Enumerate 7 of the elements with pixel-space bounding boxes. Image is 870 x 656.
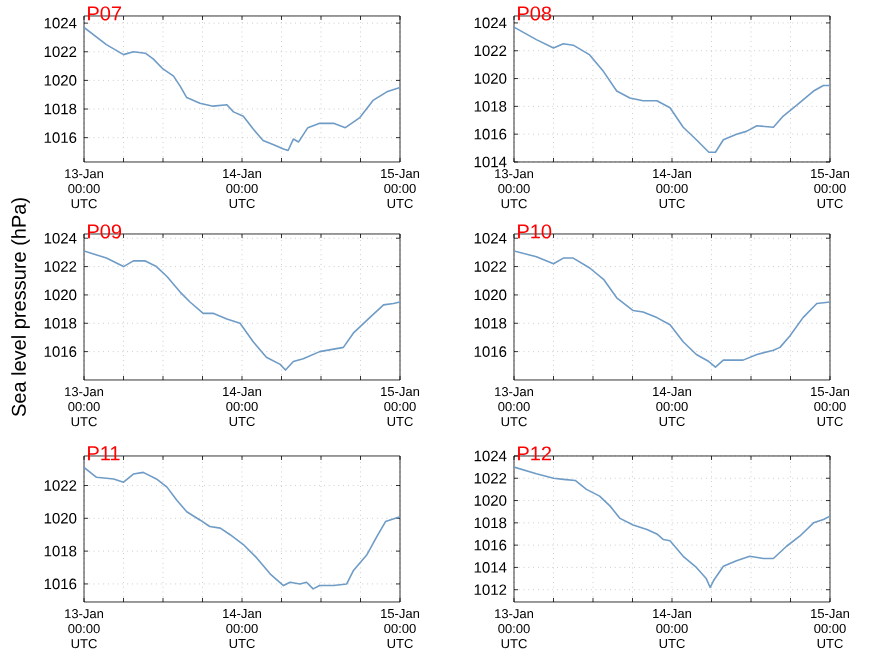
y-axis-title: Sea level pressure (hPa) [11, 198, 30, 417]
chart-title: P09 [88, 224, 122, 239]
chart-title: P07 [88, 6, 122, 21]
chart-title: P10 [518, 224, 552, 239]
chart-title: P12 [518, 446, 551, 461]
chart-title: P11 [88, 446, 120, 461]
chart-title: P08 [518, 6, 552, 21]
